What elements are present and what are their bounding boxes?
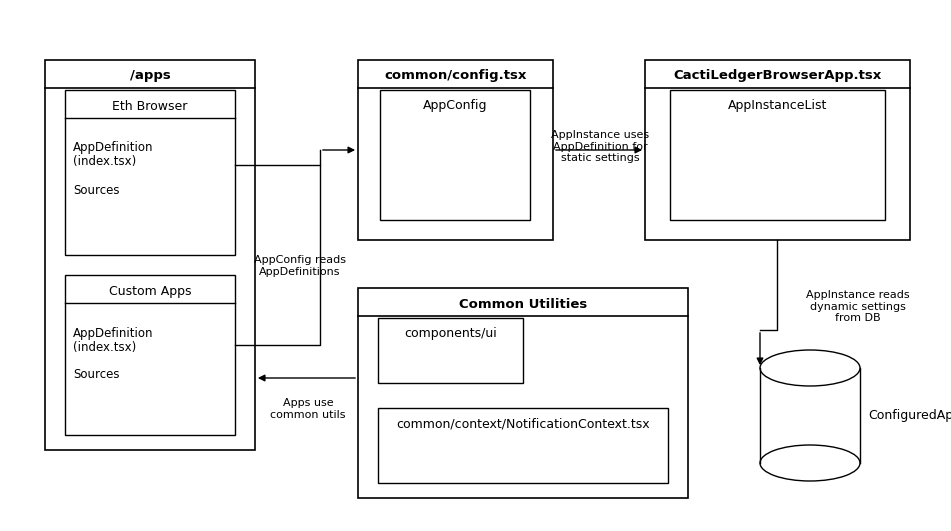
Text: Apps use
common utils: Apps use common utils	[270, 398, 346, 419]
Text: AppDefinition: AppDefinition	[73, 327, 153, 339]
Text: AppInstanceList: AppInstanceList	[728, 99, 827, 113]
Bar	[358, 288, 688, 498]
Bar	[670, 90, 885, 220]
Bar	[358, 60, 553, 240]
Bar	[378, 408, 668, 483]
Text: components/ui: components/ui	[404, 328, 496, 340]
Text: AppInstance uses
AppDefinition for
static settings: AppInstance uses AppDefinition for stati…	[551, 130, 650, 163]
Text: Eth Browser: Eth Browser	[112, 99, 187, 113]
Bar	[645, 60, 910, 240]
Text: (index.tsx): (index.tsx)	[73, 156, 136, 168]
Text: Sources: Sources	[73, 369, 120, 381]
Bar	[65, 275, 235, 435]
Text: AppDefinition: AppDefinition	[73, 141, 153, 155]
Bar	[380, 90, 530, 220]
Bar	[45, 60, 255, 450]
Text: common/config.tsx: common/config.tsx	[384, 70, 527, 82]
Text: AppConfig reads
AppDefinitions: AppConfig reads AppDefinitions	[254, 255, 346, 277]
Text: (index.tsx): (index.tsx)	[73, 340, 136, 354]
Text: AppConfig: AppConfig	[423, 99, 487, 113]
Text: Sources: Sources	[73, 184, 120, 196]
Text: AppInstance reads
dynamic settings
from DB: AppInstance reads dynamic settings from …	[806, 290, 910, 323]
Bar	[378, 318, 523, 383]
Bar	[65, 90, 235, 255]
Text: /apps: /apps	[129, 70, 170, 82]
Text: CactiLedgerBrowserApp.tsx: CactiLedgerBrowserApp.tsx	[673, 70, 882, 82]
Text: ConfiguredApps: ConfiguredApps	[868, 409, 951, 422]
Text: Custom Apps: Custom Apps	[108, 285, 191, 297]
Text: common/context/NotificationContext.tsx: common/context/NotificationContext.tsx	[397, 417, 650, 431]
Text: Common Utilities: Common Utilities	[459, 297, 587, 311]
